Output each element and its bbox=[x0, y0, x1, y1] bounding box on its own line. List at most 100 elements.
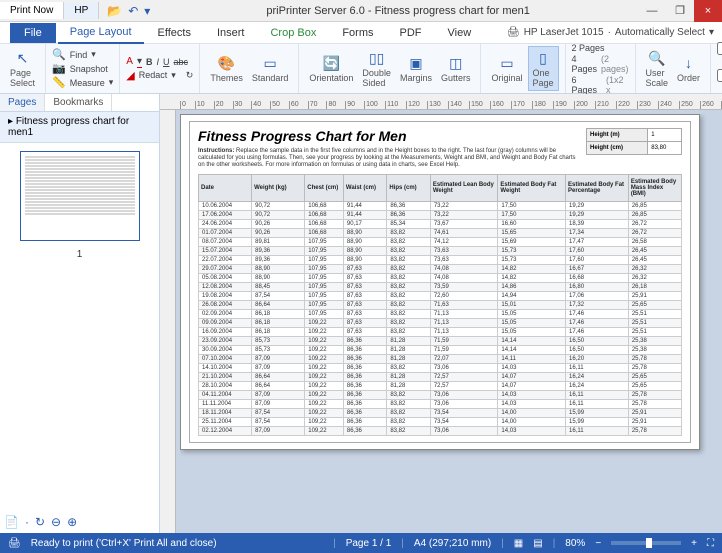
page-nav-icon[interactable]: 📄 bbox=[4, 515, 19, 529]
margins-icon: ▣ bbox=[407, 54, 425, 72]
tab-effects[interactable]: Effects bbox=[146, 23, 203, 43]
gutters-button[interactable]: ◫Gutters bbox=[437, 46, 475, 91]
user-scale-button[interactable]: 🔍User Scale bbox=[642, 46, 673, 91]
find-button[interactable]: Find bbox=[70, 50, 88, 60]
tab-insert[interactable]: Insert bbox=[205, 23, 257, 43]
font-color-icon[interactable]: A bbox=[126, 56, 133, 67]
refresh-icon[interactable]: ↻ bbox=[35, 515, 45, 529]
table-row: 25.11.200487,54109,2286,3683,8273,5414,0… bbox=[199, 417, 682, 426]
zoom-minus-icon[interactable]: − bbox=[595, 538, 601, 549]
strike-button[interactable]: abc bbox=[173, 57, 188, 67]
double-sided-button[interactable]: ▯▯Double Sided bbox=[358, 46, 395, 91]
standard-button[interactable]: ▭Standard bbox=[248, 46, 293, 91]
page-thumbnail[interactable] bbox=[20, 151, 140, 241]
tab-pdf[interactable]: PDF bbox=[388, 23, 434, 43]
undo-icon[interactable]: ↶ bbox=[128, 4, 138, 18]
bold-button[interactable]: B bbox=[146, 57, 153, 67]
file-tab[interactable]: File bbox=[10, 23, 56, 43]
doc-instructions: Instructions: Replace the sample data in… bbox=[198, 148, 580, 170]
table-row: 10.06.200490,72106,6891,4486,3673,2217,5… bbox=[199, 201, 682, 210]
pages-6-button[interactable]: 6 Pages bbox=[572, 75, 602, 95]
table-row: 23.09.200485,73109,2286,3681,2871,5914,1… bbox=[199, 336, 682, 345]
table-row: 19.08.200487,54107,9587,6383,8272,6014,9… bbox=[199, 291, 682, 300]
document-item[interactable]: ▸ Fitness progress chart for men1 bbox=[0, 112, 159, 143]
open-icon[interactable]: 📂 bbox=[107, 4, 122, 18]
table-row: 17.06.200490,72106,6891,4486,3673,2217,5… bbox=[199, 210, 682, 219]
fullscreen-icon[interactable]: ⛶ bbox=[707, 538, 714, 549]
redact-button[interactable]: Redact bbox=[139, 70, 168, 80]
tab-print-now[interactable]: Print Now bbox=[0, 2, 64, 19]
underline-button[interactable]: U bbox=[163, 57, 170, 67]
height-cm-value: 83,80 bbox=[648, 142, 682, 155]
table-row: 16.09.200486,18109,2287,6383,8271,1315,0… bbox=[199, 327, 682, 336]
page-preview[interactable]: Fitness Progress Chart for Men Instructi… bbox=[180, 114, 700, 450]
snapshot-button[interactable]: Snapshot bbox=[70, 64, 108, 74]
zoom-in-icon[interactable]: ⊕ bbox=[67, 515, 77, 529]
tab-hp[interactable]: HP bbox=[64, 2, 99, 19]
double-sided-icon: ▯▯ bbox=[368, 49, 386, 67]
standard-icon: ▭ bbox=[261, 54, 279, 72]
table-row: 02.12.200487,09109,2286,3683,8273,0614,0… bbox=[199, 426, 682, 435]
order-button[interactable]: ↓Order bbox=[673, 46, 704, 91]
page-area: 0102030405060708090100110120130140150160… bbox=[160, 94, 722, 533]
pages-4-button[interactable]: 4 Pages bbox=[572, 54, 598, 74]
bookmarks-panel-tab[interactable]: Bookmarks bbox=[45, 94, 112, 111]
original-button[interactable]: ▭Original bbox=[487, 46, 526, 91]
zoom-plus-icon[interactable]: + bbox=[691, 538, 697, 549]
close-button[interactable]: × bbox=[694, 0, 722, 22]
col-header: Date bbox=[199, 174, 252, 201]
printer-name: HP LaserJet 1015 bbox=[524, 27, 604, 38]
table-row: 18.11.200487,54109,2286,3683,8273,5414,0… bbox=[199, 408, 682, 417]
vertical-ruler bbox=[160, 110, 176, 533]
view-mode-2-icon[interactable]: ▤ bbox=[533, 538, 542, 549]
page-select-button[interactable]: ↖ Page Select bbox=[6, 46, 39, 91]
table-row: 24.06.200490,26106,6890,1785,3473,6716,6… bbox=[199, 219, 682, 228]
printer-mode: Automatically Select bbox=[615, 27, 705, 38]
new-sheet-checkbox[interactable] bbox=[717, 69, 722, 82]
col-header: Chest (cm) bbox=[305, 174, 344, 201]
table-row: 11.11.200487,09109,2286,3683,8273,0614,0… bbox=[199, 399, 682, 408]
orientation-button[interactable]: 🔄Orientation bbox=[305, 46, 357, 91]
scale-icon: 🔍 bbox=[648, 49, 666, 67]
order-icon: ↓ bbox=[680, 54, 698, 72]
side-controls: 📄 · ↻ ⊖ ⊕ bbox=[4, 515, 77, 529]
qat-dropdown-icon[interactable]: ▾ bbox=[144, 4, 150, 18]
measure-button[interactable]: Measure bbox=[70, 78, 105, 88]
side-panel: Pages Bookmarks ▸ Fitness progress chart… bbox=[0, 94, 160, 533]
tab-view[interactable]: View bbox=[436, 23, 484, 43]
italic-button[interactable]: I bbox=[156, 57, 159, 67]
col-header: Estimated Lean Body Weight bbox=[430, 174, 498, 201]
maximize-button[interactable]: ❐ bbox=[666, 0, 694, 22]
tab-crop-box[interactable]: Crop Box bbox=[258, 23, 328, 43]
themes-button[interactable]: 🎨Themes bbox=[206, 46, 247, 91]
repeat-checkbox[interactable] bbox=[717, 42, 722, 55]
status-paper: A4 (297;210 mm) bbox=[414, 538, 491, 549]
table-row: 04.11.200487,09109,2286,3683,8273,0614,0… bbox=[199, 390, 682, 399]
cursor-icon: ↖ bbox=[14, 49, 32, 67]
tab-page-layout[interactable]: Page Layout bbox=[58, 22, 144, 44]
data-table: DateWeight (kg)Chest (cm)Waist (cm)Hips … bbox=[198, 174, 682, 436]
pages-panel-tab[interactable]: Pages bbox=[0, 94, 45, 111]
height-cm-label: Height (cm) bbox=[587, 142, 648, 155]
one-page-icon: ▯ bbox=[534, 49, 552, 67]
gutters-icon: ◫ bbox=[447, 54, 465, 72]
tab-forms[interactable]: Forms bbox=[330, 23, 385, 43]
table-row: 21.10.200486,64109,2286,3681,2872,5714,0… bbox=[199, 372, 682, 381]
zoom-out-icon[interactable]: ⊖ bbox=[51, 515, 61, 529]
view-mode-1-icon[interactable]: ▦ bbox=[514, 538, 523, 549]
one-page-button[interactable]: ▯One Page bbox=[528, 46, 559, 91]
table-row: 08.07.200489,81107,9588,9083,8274,1215,6… bbox=[199, 237, 682, 246]
redact-icon: ◢ bbox=[126, 69, 134, 82]
zoom-slider[interactable] bbox=[611, 541, 681, 545]
printer-selector[interactable]: 🖨 HP LaserJet 1015 · Automatically Selec… bbox=[507, 27, 722, 38]
col-header: Estimated Body Fat Percentage bbox=[566, 174, 629, 201]
table-row: 02.09.200486,18107,9587,6383,8271,1315,0… bbox=[199, 309, 682, 318]
col-header: Waist (cm) bbox=[343, 174, 386, 201]
height-m-label: Height (m) bbox=[587, 129, 648, 142]
table-row: 26.08.200486,64107,9587,6383,8271,6315,0… bbox=[199, 300, 682, 309]
table-row: 22.07.200489,36107,9588,9083,8273,6315,7… bbox=[199, 255, 682, 264]
table-row: 05.08.200488,90107,9587,6383,8274,0814,8… bbox=[199, 273, 682, 282]
margins-button[interactable]: ▣Margins bbox=[396, 46, 436, 91]
pages-2-button[interactable]: 2 Pages bbox=[572, 43, 605, 53]
minimize-button[interactable]: — bbox=[638, 0, 666, 22]
